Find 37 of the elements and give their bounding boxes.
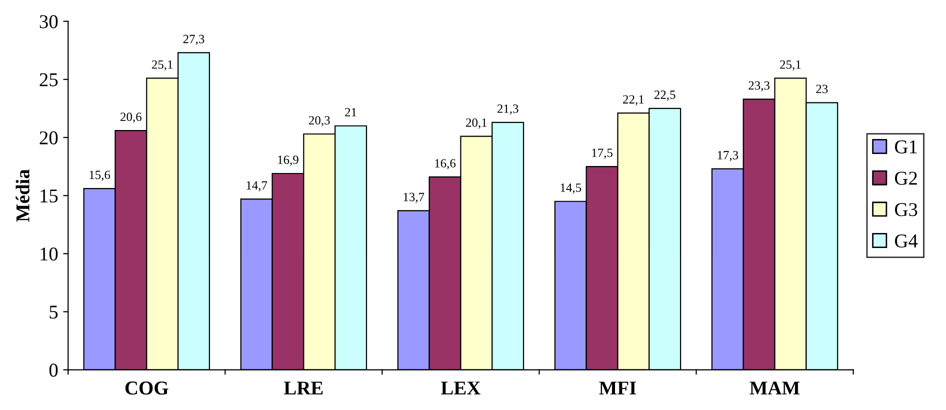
y-tick-label: 10	[40, 247, 58, 261]
data-label: 15,6	[90, 170, 110, 181]
data-label: 27,3	[183, 34, 204, 45]
legend-label: G3	[895, 203, 918, 216]
data-label: 17,5	[592, 148, 612, 159]
data-label: 16,6	[435, 159, 456, 170]
data-label: 14,5	[560, 184, 582, 194]
data-label: 25,1	[152, 60, 173, 71]
data-label: 23	[816, 84, 828, 94]
y-tick-label: 20	[40, 131, 58, 144]
legend-label: G2	[895, 172, 917, 185]
data-label: 20,1	[466, 118, 487, 129]
legend-label: G1	[895, 140, 917, 154]
data-label: 22,1	[623, 95, 644, 106]
x-tick-label: LRE	[284, 382, 323, 394]
data-label: 25,1	[780, 60, 801, 71]
data-label: 13,7	[404, 192, 424, 203]
data-label: 14,7	[246, 181, 268, 192]
data-label: 20,6	[120, 112, 142, 123]
data-label: 22,5	[654, 90, 676, 101]
data-label: 20,3	[308, 116, 330, 126]
y-tick-label: 25	[40, 73, 58, 86]
y-tick-label: 15	[40, 189, 58, 203]
y-tick-label: 30	[40, 15, 58, 28]
data-label: 21	[345, 108, 356, 116]
data-label: 16,9	[278, 156, 298, 166]
y-tick-label: 5	[50, 306, 58, 319]
x-tick-label: MFI	[599, 382, 636, 394]
data-label: 17,3	[718, 150, 738, 162]
y-tick-label: 0	[49, 364, 58, 377]
x-tick-label: COG	[125, 382, 168, 395]
x-tick-label: LEX	[441, 382, 480, 394]
y-axis-title: Média	[16, 169, 30, 222]
legend-label: G4	[895, 234, 918, 248]
data-label: 21,3	[497, 104, 518, 115]
data-label: 23,3	[748, 81, 770, 92]
x-tick-label: MAM	[750, 382, 800, 394]
